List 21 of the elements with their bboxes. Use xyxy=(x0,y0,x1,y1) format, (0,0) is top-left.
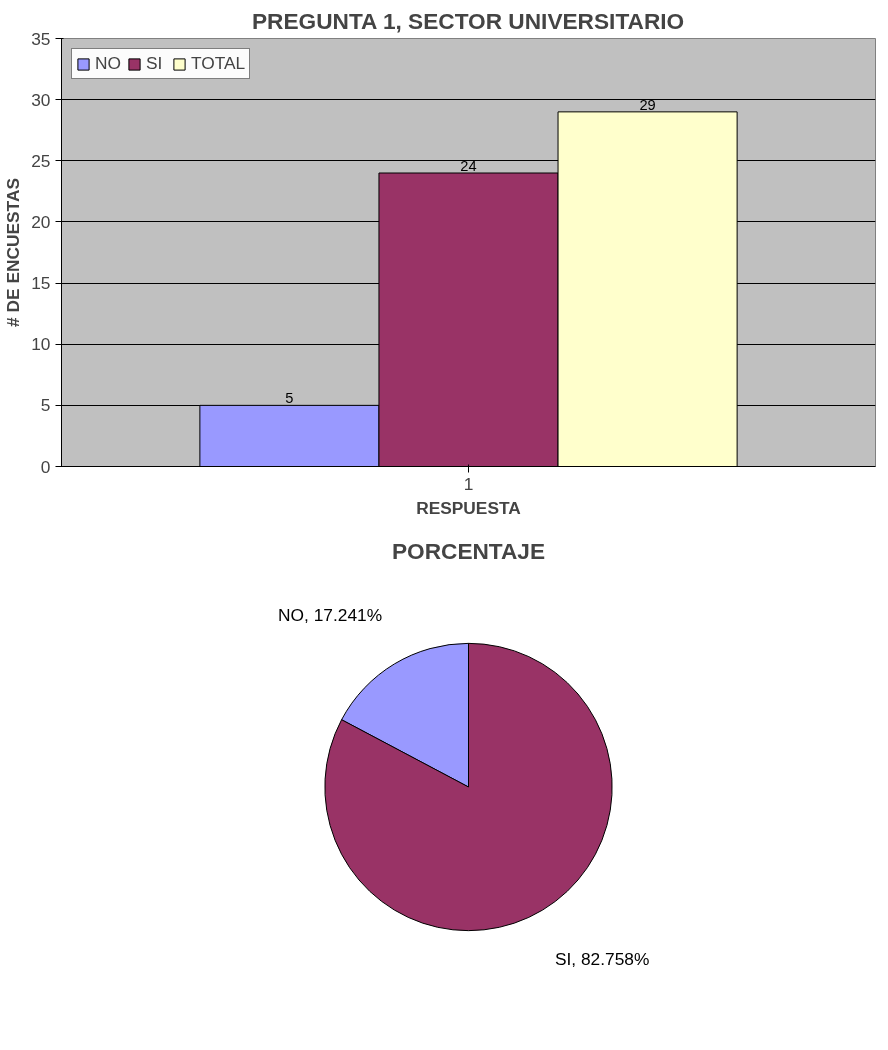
y-tick-label: 35 xyxy=(31,28,51,49)
slice-label: NO, 17.241% xyxy=(278,604,383,625)
legend-label: TOTAL xyxy=(191,53,246,74)
legend-label: SI xyxy=(146,53,164,74)
data-label: 24 xyxy=(460,158,477,175)
data-label: 5 xyxy=(285,390,294,407)
y-axis-title: # DE ENCUESTAS xyxy=(3,178,24,327)
slice-label: SI, 82.758% xyxy=(554,949,650,970)
y-tick-label: 5 xyxy=(40,395,51,416)
data-label: 29 xyxy=(639,96,656,113)
x-axis-title: RESPUESTA xyxy=(416,497,522,518)
y-tick-label: 10 xyxy=(31,334,51,355)
y-tick-label: 0 xyxy=(40,456,51,477)
y-tick-label: 30 xyxy=(31,89,51,110)
y-tick-label: 20 xyxy=(31,211,51,232)
chart-title: PREGUNTA 1, SECTOR UNIVERSITARIO xyxy=(251,7,685,34)
x-tick-label: 1 xyxy=(463,473,474,494)
y-tick-label: 25 xyxy=(31,150,51,171)
legend-label: NO xyxy=(95,53,121,74)
chart-title: PORCENTAJE xyxy=(391,537,546,564)
y-tick-label: 15 xyxy=(31,273,51,294)
